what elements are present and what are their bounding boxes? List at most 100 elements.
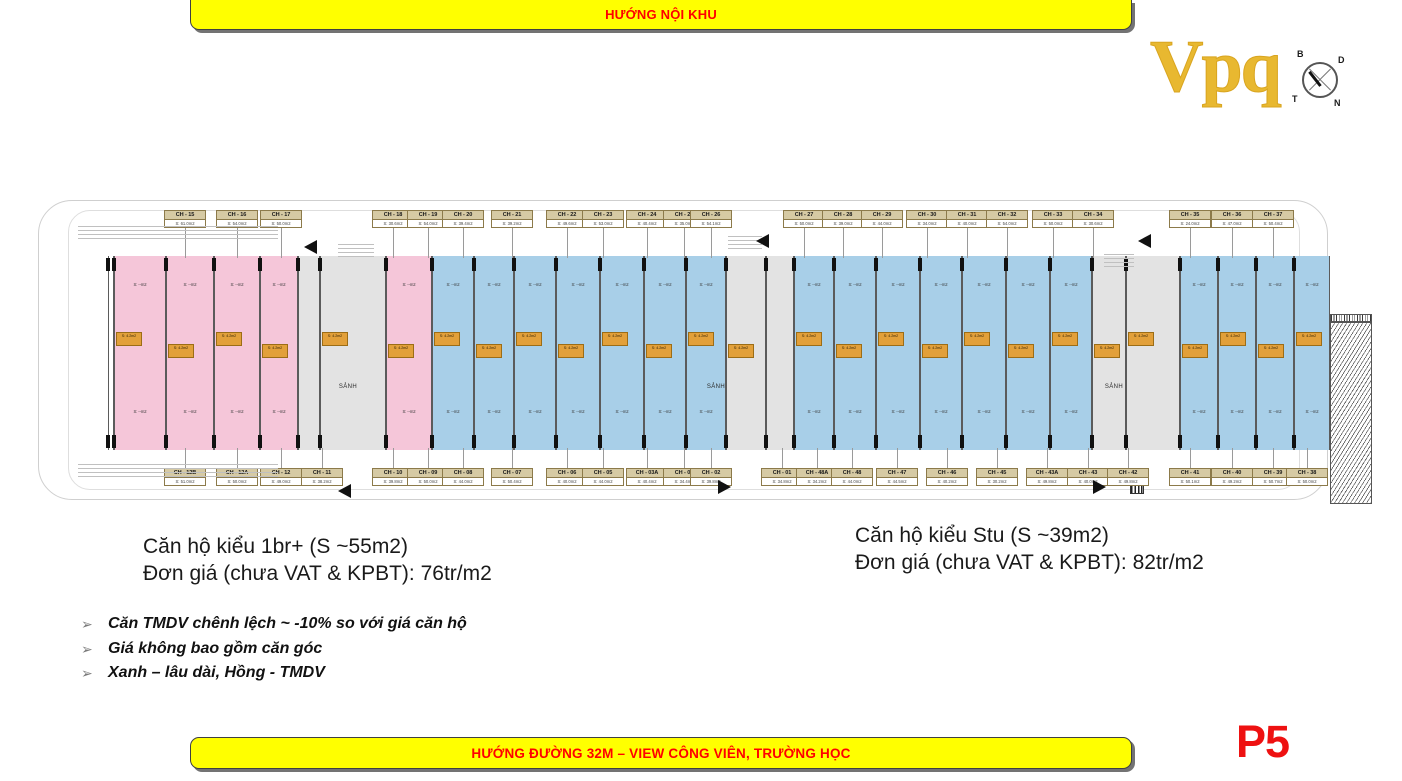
unit-tag[interactable]: CH - 38 S: 50.0m2 xyxy=(1286,468,1328,486)
unit-tag[interactable]: CH - 47 S: 44.5m2 xyxy=(876,468,918,486)
unit-tag[interactable]: CH - 19 S: 54.0m2 xyxy=(407,210,449,228)
unit-tag[interactable]: CH - 11 S: 38.2m2 xyxy=(301,468,343,486)
ramp-hatch-area xyxy=(1330,322,1372,504)
unit-tag-area: S: 39.2m2 xyxy=(502,221,522,226)
tag-leader-line xyxy=(428,448,429,468)
unit-tag-area: S: 44.0m2 xyxy=(872,221,892,226)
unit-tag[interactable]: CH - 05 S: 44.0m2 xyxy=(582,468,624,486)
unit-area-lower: S: --m2 xyxy=(487,409,501,414)
structural-column xyxy=(1216,258,1220,271)
service-core-box: S: 4.2m2 xyxy=(1258,344,1284,358)
unit-tag[interactable]: CH - 01 S: 34.8m2 xyxy=(761,468,803,486)
unit-tag[interactable]: CH - 12 S: 49.0m2 xyxy=(260,468,302,486)
legend-right-line1: Căn hộ kiểu Stu (S ~39m2) xyxy=(855,524,1109,547)
plan-unit-cell: S: --m2 S: --m2 xyxy=(1294,256,1330,450)
unit-tag-code: CH - 43A xyxy=(1027,469,1067,478)
unit-tag[interactable]: CH - 21 S: 39.2m2 xyxy=(491,210,533,228)
unit-area-upper: S: --m2 xyxy=(571,282,585,287)
unit-tag[interactable]: CH - 30 S: 34.0m2 xyxy=(906,210,948,228)
unit-tag[interactable]: CH - 32 S: 54.0m2 xyxy=(986,210,1028,228)
tag-leader-line xyxy=(603,228,604,258)
service-core-box: S: 4.2m2 xyxy=(836,344,862,358)
structural-column xyxy=(212,435,216,448)
service-core-box: S: 4.2m2 xyxy=(964,332,990,346)
banner-huong-duong-32m: HƯỚNG ĐƯỜNG 32M – VIEW CÔNG VIÊN, TRƯỜNG… xyxy=(190,737,1132,769)
structural-column xyxy=(1216,435,1220,448)
plan-unit-cell: S: --m2 S: --m2 xyxy=(962,256,1006,450)
unit-tag[interactable]: CH - 03A S: 40.4m2 xyxy=(626,468,668,486)
unit-tag[interactable]: CH - 18 S: 30.6m2 xyxy=(372,210,414,228)
unit-area-upper: S: --m2 xyxy=(1192,282,1206,287)
unit-tag[interactable]: CH - 20 S: 39.4m2 xyxy=(442,210,484,228)
plan-unit-cell: S: --m2 S: --m2 xyxy=(600,256,644,450)
service-core-box: S: 4.2m2 xyxy=(476,344,502,358)
unit-tag[interactable]: CH - 33 S: 50.0m2 xyxy=(1032,210,1074,228)
unit-tag[interactable]: CH - 15 S: 61.0m2 xyxy=(164,210,206,228)
compass-south-label: N xyxy=(1334,98,1341,108)
unit-area-upper: S: --m2 xyxy=(1021,282,1035,287)
unit-tag[interactable]: CH - 42 S: 49.8m2 xyxy=(1107,468,1149,486)
unit-tag[interactable]: CH - 16 S: 54.0m2 xyxy=(216,210,258,228)
unit-tag-area: S: 38.2m2 xyxy=(312,479,332,484)
unit-tag[interactable]: CH - 17 S: 50.0m2 xyxy=(260,210,302,228)
unit-tag-area: S: 40.4m2 xyxy=(637,479,657,484)
unit-area-upper: S: --m2 xyxy=(402,282,416,287)
unit-tag[interactable]: CH - 34 S: 30.6m2 xyxy=(1072,210,1114,228)
unit-area-upper: S: --m2 xyxy=(615,282,629,287)
plan-hint-line xyxy=(728,244,762,245)
plan-hint-line xyxy=(338,244,374,245)
unit-tag[interactable]: CH - 48 S: 44.0m2 xyxy=(831,468,873,486)
unit-tag[interactable]: CH - 06 S: 40.0m2 xyxy=(546,468,588,486)
plan-unit-cell: S: --m2 S: --m2 xyxy=(114,256,166,450)
tag-leader-line xyxy=(1007,228,1008,258)
unit-tag[interactable]: CH - 09 S: 50.0m2 xyxy=(407,468,449,486)
unit-tag[interactable]: CH - 37 S: 50.4m2 xyxy=(1252,210,1294,228)
structural-column xyxy=(1124,435,1128,448)
unit-tag[interactable]: CH - 28 S: 39.0m2 xyxy=(822,210,864,228)
structural-column xyxy=(598,435,602,448)
unit-tag[interactable]: CH - 22 S: 49.6m2 xyxy=(546,210,588,228)
compass-north-label: B xyxy=(1297,49,1304,59)
lobby-label: SẢNH xyxy=(338,384,358,390)
unit-tag[interactable]: CH - 10 S: 39.8m2 xyxy=(372,468,414,486)
unit-tag[interactable]: CH - 40 S: 49.2m2 xyxy=(1211,468,1253,486)
unit-tag[interactable]: CH - 46 S: 40.2m2 xyxy=(926,468,968,486)
unit-tag[interactable]: CH - 45 S: 30.2m2 xyxy=(976,468,1018,486)
unit-tag-code: CH - 48 xyxy=(832,469,872,478)
unit-tag[interactable]: CH - 35 S: 24.0m2 xyxy=(1169,210,1211,228)
compass-rose-icon: B D T N xyxy=(1288,48,1354,114)
service-core-box: S: 4.2m2 xyxy=(262,344,288,358)
plan-unit-cell: S: --m2 S: --m2 xyxy=(514,256,556,450)
unit-tag[interactable]: CH - 31 S: 40.0m2 xyxy=(946,210,988,228)
unit-tag[interactable]: CH - 26 S: 54.1m2 xyxy=(690,210,732,228)
unit-tag-code: CH - 19 xyxy=(408,211,448,220)
unit-tag-area: S: 53.0m2 xyxy=(593,221,613,226)
tag-leader-line xyxy=(1232,448,1233,468)
unit-tag-area: S: 49.8m2 xyxy=(1118,479,1138,484)
unit-tag[interactable]: CH - 08 S: 44.0m2 xyxy=(442,468,484,486)
note-text: Căn TMDV chênh lệch ~ -10% so với giá că… xyxy=(108,615,467,632)
unit-tag-area: S: 44.5m2 xyxy=(887,479,907,484)
tag-leader-line xyxy=(817,448,818,468)
unit-tag[interactable]: CH - 41 S: 50.1m2 xyxy=(1169,468,1211,486)
lobby-label: SẢNH xyxy=(1104,384,1124,390)
structural-column xyxy=(258,258,262,271)
unit-tag-area: S: 50.0m2 xyxy=(227,479,247,484)
unit-tag[interactable]: CH - 29 S: 44.0m2 xyxy=(861,210,903,228)
structural-column xyxy=(512,435,516,448)
unit-tag[interactable]: CH - 07 S: 50.4m2 xyxy=(491,468,533,486)
unit-tag[interactable]: CH - 12A S: 50.0m2 xyxy=(216,468,258,486)
unit-tag[interactable]: CH - 43A S: 49.8m2 xyxy=(1026,468,1068,486)
unit-tag[interactable]: CH - 12B S: 51.0m2 xyxy=(164,468,206,486)
plan-hint-line xyxy=(78,230,278,231)
unit-tag-area: S: 51.0m2 xyxy=(175,479,195,484)
unit-tag[interactable]: CH - 23 S: 53.0m2 xyxy=(582,210,624,228)
plan-hint-line xyxy=(338,252,374,253)
note-row: ➢ Xanh – lâu dài, Hồng - TMDV xyxy=(78,661,467,686)
unit-tag[interactable]: CH - 24 S: 40.4m2 xyxy=(626,210,668,228)
unit-tag[interactable]: CH - 27 S: 50.0m2 xyxy=(783,210,825,228)
unit-tag[interactable]: CH - 36 S: 47.0m2 xyxy=(1211,210,1253,228)
unit-tag-area: S: 39.8m2 xyxy=(383,479,403,484)
tag-leader-line xyxy=(927,228,928,258)
tag-leader-line xyxy=(1190,228,1191,258)
